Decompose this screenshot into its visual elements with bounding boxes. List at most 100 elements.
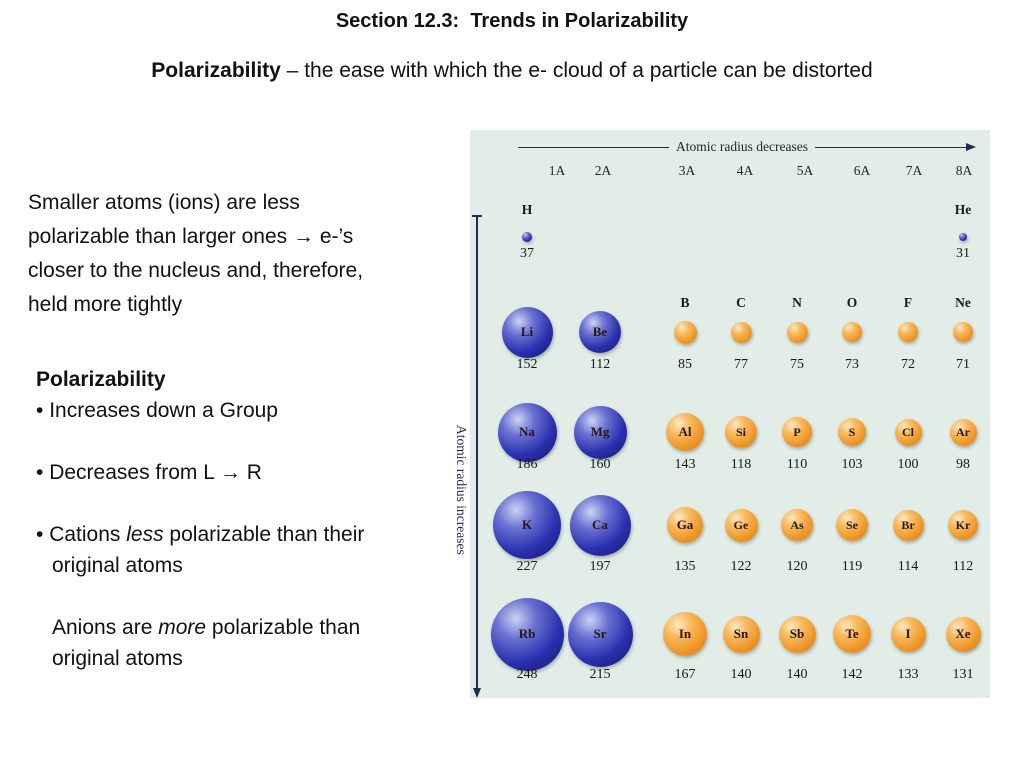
element-al-sphere: Al [666, 413, 704, 451]
element-xe-radius-value: 131 [952, 667, 974, 682]
point-text: polarizable than [206, 616, 361, 639]
element-na-symbol: Na [519, 424, 535, 439]
left-axis-label: Atomic radius increases [454, 425, 469, 555]
slide-title: Section 12.3: Trends in Polarizability [335, 10, 689, 32]
element-b-radius-value: 85 [678, 357, 692, 372]
element-o-sphere [842, 322, 862, 342]
element-mg-radius-value: 160 [589, 457, 611, 472]
element-sn-radius-value: 140 [730, 667, 752, 682]
element-n-radius-value: 75 [790, 357, 804, 372]
point-text: original atoms [52, 647, 183, 670]
element-sb-symbol: Sb [789, 626, 805, 641]
element-kr-sphere: Kr [948, 510, 978, 540]
element-ca-symbol: Ca [592, 517, 608, 532]
point-text: Decreases from L → R [49, 461, 262, 484]
bullet-glyph: • [36, 399, 50, 422]
element-p-symbol: P [793, 424, 801, 439]
element-sr-radius-value: 215 [589, 667, 611, 682]
element-ne-radius-value: 71 [956, 357, 970, 372]
element-ge-radius-value: 122 [730, 559, 752, 574]
group-header-5a: 5A [796, 163, 814, 178]
point-line: original atoms [36, 643, 476, 674]
group-header-2a: 2A [594, 163, 612, 178]
element-as-symbol: As [790, 517, 804, 532]
element-cl-symbol: Cl [902, 424, 914, 439]
group-header-8a: 8A [955, 163, 973, 178]
element-be-radius-value: 112 [589, 357, 611, 372]
note-paragraph: Smaller atoms (ions) are less polarizabl… [28, 191, 364, 316]
element-al-radius-value: 143 [674, 457, 696, 472]
element-ne-symbol: Ne [955, 295, 971, 310]
element-ar-symbol: Ar [956, 424, 970, 439]
element-rb-radius-value: 248 [516, 667, 538, 682]
element-rb-symbol: Rb [518, 626, 536, 641]
slide-subtitle: Polarizability – the ease with which the… [0, 59, 1024, 83]
point-text: polarizable than their [163, 523, 365, 546]
element-li-radius-value: 152 [516, 357, 538, 372]
element-k-symbol: K [521, 517, 533, 532]
element-n-sphere [786, 321, 808, 343]
group-header-7a: 7A [905, 163, 923, 178]
element-br-symbol: Br [901, 517, 915, 532]
element-si-radius-value: 118 [730, 457, 752, 472]
element-be-sphere: Be [579, 311, 621, 353]
point-text: original atoms [52, 554, 183, 577]
left-axis-arrow [476, 215, 478, 690]
element-b-sphere [673, 320, 697, 344]
element-te-radius-value: 142 [841, 667, 863, 682]
element-na-sphere: Na [497, 402, 557, 462]
element-br-sphere: Br [892, 509, 924, 541]
element-s-symbol: S [848, 424, 856, 439]
element-te-sphere: Te [833, 615, 871, 653]
element-sn-sphere: Sn [722, 615, 760, 653]
element-i-symbol: I [905, 626, 911, 641]
element-mg-symbol: Mg [590, 424, 610, 439]
element-ne-sphere [953, 322, 973, 342]
point-line: • Decreases from L → R [36, 457, 476, 488]
element-n-symbol: N [792, 295, 802, 310]
element-si-sphere: Si [725, 416, 757, 448]
emphasized-text: more [158, 616, 207, 639]
element-f-symbol: F [903, 295, 913, 310]
point-line: Anions are more polarizable than [36, 612, 476, 643]
element-s-radius-value: 103 [841, 457, 863, 472]
point-line: • Increases down a Group [36, 395, 476, 426]
point-text: Anions are [52, 616, 159, 639]
element-sb-sphere: Sb [778, 615, 816, 653]
element-h-radius-value: 37 [520, 246, 534, 261]
element-c-radius-value: 77 [734, 357, 748, 372]
element-ga-radius-value: 135 [674, 559, 696, 574]
element-i-radius-value: 133 [897, 667, 919, 682]
element-te-symbol: Te [845, 626, 859, 641]
element-se-symbol: Se [846, 517, 858, 532]
element-li-symbol: Li [520, 324, 534, 339]
element-li-sphere: Li [501, 306, 553, 358]
element-xe-symbol: Xe [955, 626, 971, 641]
element-sr-symbol: Sr [593, 626, 607, 641]
element-ca-radius-value: 197 [589, 559, 611, 574]
element-c-sphere [730, 321, 752, 343]
element-as-radius-value: 120 [786, 559, 808, 574]
element-kr-symbol: Kr [955, 517, 971, 532]
element-f-radius-value: 72 [901, 357, 915, 372]
element-si-symbol: Si [735, 424, 746, 439]
element-p-radius-value: 110 [786, 457, 808, 472]
axis-line-segment [518, 146, 670, 148]
element-se-sphere: Se [836, 509, 868, 541]
points-heading: Polarizability [36, 368, 166, 391]
element-ga-sphere: Ga [667, 507, 703, 543]
element-o-symbol: O [846, 295, 858, 310]
right-arrowhead-icon [966, 143, 977, 151]
group-header-6a: 6A [853, 163, 871, 178]
element-p-sphere: P [782, 417, 812, 447]
element-sn-symbol: Sn [733, 626, 749, 641]
element-sb-radius-value: 140 [786, 667, 808, 682]
point-text: Increases down a Group [49, 399, 278, 422]
element-b-symbol: B [680, 295, 690, 310]
element-he-sphere [959, 233, 967, 241]
atomic-radius-figure: Atomic radius decreases Atomic radius in… [454, 130, 990, 698]
element-o-radius-value: 73 [845, 357, 859, 372]
down-arrowhead-icon [472, 688, 481, 698]
element-h-symbol: H [521, 202, 533, 217]
